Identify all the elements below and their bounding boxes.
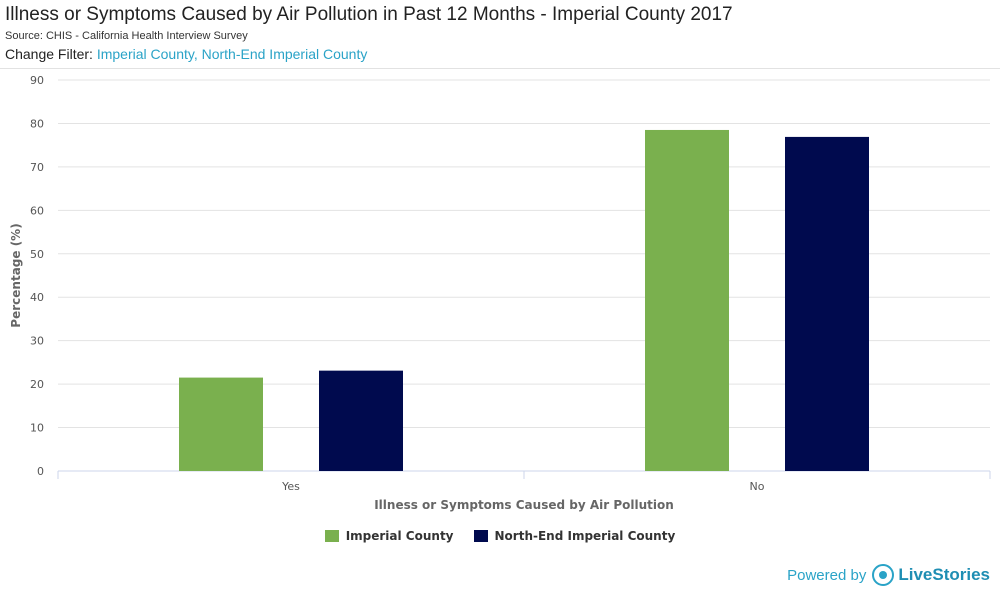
legend-label: Imperial County (345, 529, 454, 543)
chart-legend: Imperial County North-End Imperial County (0, 529, 1000, 543)
bar-yes-north-end-imperial-county (319, 370, 403, 471)
x-tick-label: Yes (281, 480, 300, 493)
y-tick-label: 60 (30, 204, 44, 217)
y-tick-label: 90 (30, 74, 44, 87)
powered-by-text: Powered by (787, 566, 867, 584)
livestories-logo-icon (872, 564, 895, 586)
chart-source: Source: CHIS - California Health Intervi… (5, 30, 248, 42)
legend-label: North-End Imperial County (494, 529, 676, 543)
y-tick-label: 30 (30, 335, 44, 348)
header-divider (0, 68, 1000, 69)
bar-no-imperial-county (645, 129, 729, 471)
y-tick-label: 10 (30, 422, 44, 435)
bar-yes-imperial-county (179, 377, 263, 471)
y-tick-label: 80 (30, 117, 44, 130)
bar-no-north-end-imperial-county (785, 136, 869, 471)
y-axis-title: Percentage (%) (9, 223, 23, 327)
filter-label: Change Filter: (5, 46, 93, 62)
legend-swatch (473, 530, 488, 542)
x-tick-label: No (750, 480, 765, 493)
y-tick-label: 70 (30, 161, 44, 174)
legend-item[interactable]: Imperial County (324, 529, 454, 543)
chart-title: Illness or Symptoms Caused by Air Pollut… (5, 4, 733, 25)
y-tick-label: 0 (37, 465, 44, 478)
legend-item[interactable]: North-End Imperial County (473, 529, 676, 543)
y-tick-label: 50 (30, 248, 44, 261)
change-filter: Change Filter: Imperial County, North-En… (5, 46, 367, 62)
y-tick-label: 40 (30, 291, 44, 304)
livestories-brand: LiveStories (898, 565, 990, 584)
filter-value-link[interactable]: Imperial County, North-End Imperial Coun… (96, 46, 368, 62)
x-axis-title: Illness or Symptoms Caused by Air Pollut… (374, 498, 674, 512)
powered-by[interactable]: Powered by LiveStories (787, 564, 990, 586)
legend-swatch (324, 530, 339, 542)
y-tick-label: 20 (30, 378, 44, 391)
